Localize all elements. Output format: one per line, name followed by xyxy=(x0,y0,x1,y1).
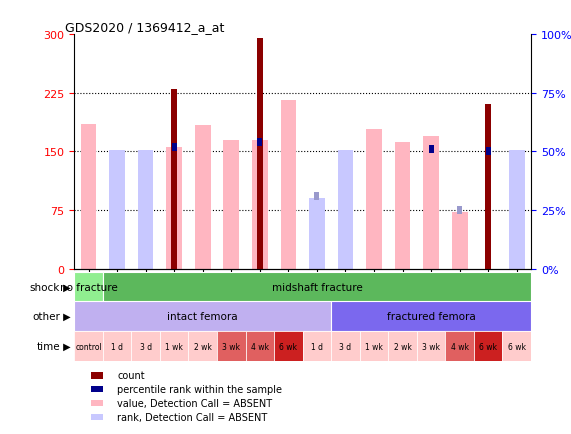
Bar xyxy=(74,332,103,361)
Text: 3 d: 3 d xyxy=(339,342,352,351)
Text: 1 d: 1 d xyxy=(111,342,123,351)
Text: 3 wk: 3 wk xyxy=(222,342,240,351)
Bar xyxy=(257,39,263,269)
Text: 2 wk: 2 wk xyxy=(393,342,412,351)
Text: shock: shock xyxy=(30,282,60,292)
Bar xyxy=(474,332,502,361)
Bar xyxy=(188,332,217,361)
Text: ▶: ▶ xyxy=(60,312,71,321)
Text: time: time xyxy=(37,342,60,351)
Bar xyxy=(171,144,177,152)
Bar xyxy=(309,199,325,269)
Bar xyxy=(457,207,463,214)
Bar xyxy=(252,140,268,269)
Bar xyxy=(445,332,474,361)
Text: 3 wk: 3 wk xyxy=(422,342,440,351)
Bar xyxy=(131,332,160,361)
Bar xyxy=(217,332,246,361)
Bar xyxy=(81,125,96,269)
Bar xyxy=(246,332,274,361)
Text: intact femora: intact femora xyxy=(167,312,238,321)
Bar xyxy=(366,130,382,269)
Bar xyxy=(485,148,491,156)
Bar xyxy=(388,332,417,361)
Bar xyxy=(337,150,353,269)
Bar xyxy=(74,302,331,331)
Bar xyxy=(485,105,491,269)
Text: 6 wk: 6 wk xyxy=(479,342,497,351)
Bar xyxy=(109,150,125,269)
Bar xyxy=(303,332,331,361)
Bar xyxy=(195,126,211,269)
Text: 4 wk: 4 wk xyxy=(451,342,469,351)
Text: ▶: ▶ xyxy=(60,342,71,351)
Text: value, Detection Call = ABSENT: value, Detection Call = ABSENT xyxy=(117,398,272,408)
Bar xyxy=(502,332,531,361)
Bar xyxy=(417,332,445,361)
Bar xyxy=(452,213,468,269)
Text: 4 wk: 4 wk xyxy=(251,342,269,351)
Text: 6 wk: 6 wk xyxy=(508,342,526,351)
Text: midshaft fracture: midshaft fracture xyxy=(272,282,362,292)
Text: 1 d: 1 d xyxy=(311,342,323,351)
Bar xyxy=(171,89,177,269)
Text: 3 d: 3 d xyxy=(139,342,152,351)
Text: control: control xyxy=(75,342,102,351)
Bar xyxy=(160,332,188,361)
Bar xyxy=(274,332,303,361)
Text: 1 wk: 1 wk xyxy=(165,342,183,351)
Bar xyxy=(223,140,239,269)
Text: count: count xyxy=(117,371,144,380)
Bar xyxy=(314,193,320,201)
Bar xyxy=(138,150,154,269)
Bar xyxy=(331,302,531,331)
Text: 6 wk: 6 wk xyxy=(279,342,297,351)
Bar xyxy=(257,138,263,146)
Text: GDS2020 / 1369412_a_at: GDS2020 / 1369412_a_at xyxy=(65,20,224,33)
Bar xyxy=(395,142,411,269)
Bar xyxy=(331,332,360,361)
Bar xyxy=(166,148,182,269)
Text: 1 wk: 1 wk xyxy=(365,342,383,351)
Bar xyxy=(423,136,439,269)
Text: rank, Detection Call = ABSENT: rank, Detection Call = ABSENT xyxy=(117,412,267,422)
Bar xyxy=(360,332,388,361)
Text: no fracture: no fracture xyxy=(59,282,118,292)
Bar xyxy=(509,150,525,269)
Bar xyxy=(74,272,103,302)
Bar xyxy=(428,146,434,154)
Text: ▶: ▶ xyxy=(60,282,71,292)
Text: percentile rank within the sample: percentile rank within the sample xyxy=(117,385,282,394)
Text: other: other xyxy=(32,312,60,321)
Bar xyxy=(103,332,131,361)
Text: fractured femora: fractured femora xyxy=(387,312,476,321)
Bar xyxy=(280,101,296,269)
Text: 2 wk: 2 wk xyxy=(194,342,212,351)
